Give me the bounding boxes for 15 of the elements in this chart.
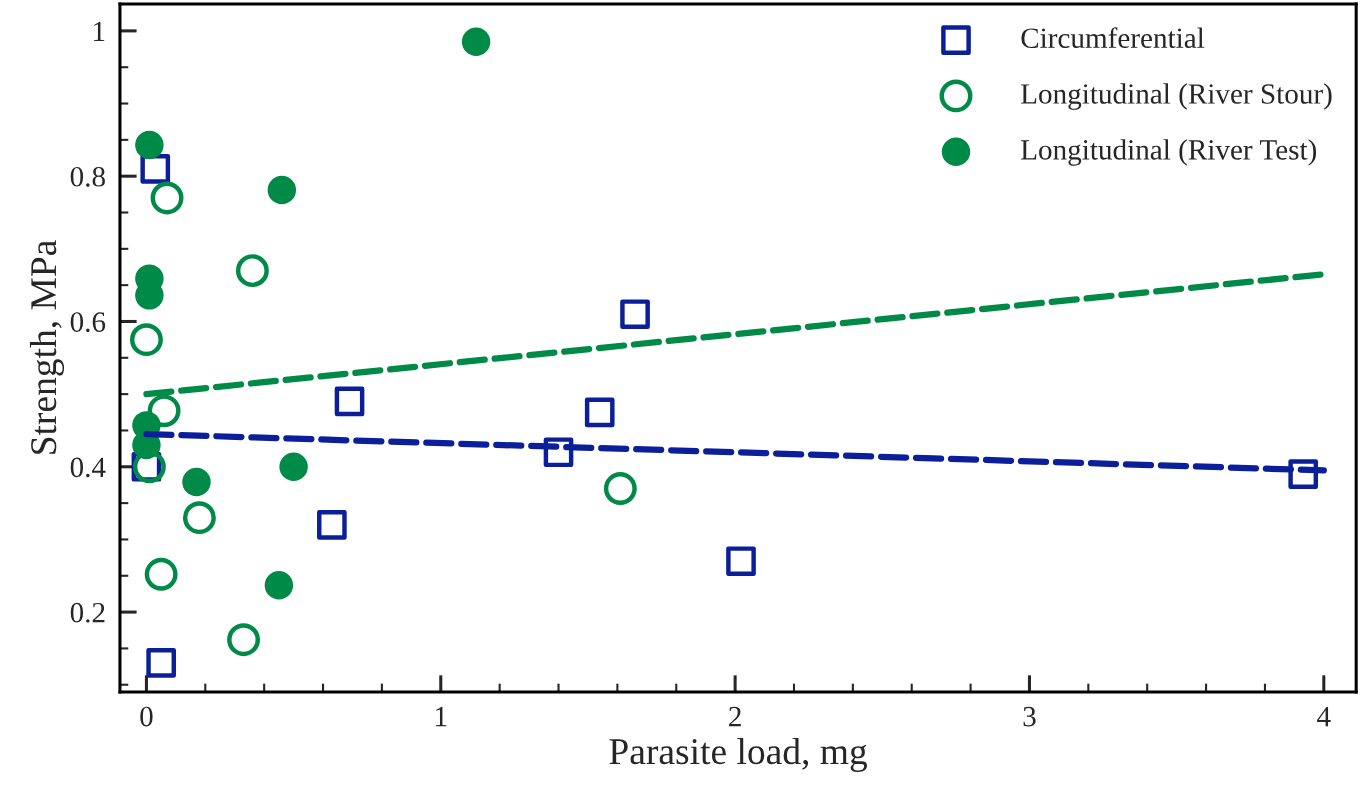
x-tick-label: 2 bbox=[729, 706, 741, 727]
y-tick-label: 0.2 bbox=[70, 602, 105, 623]
y-axis-title: Strength, MPa bbox=[29, 240, 65, 454]
legend-label: Circumferential bbox=[1021, 27, 1205, 49]
x-tick-label: 1 bbox=[436, 706, 447, 727]
y-tick-label: 1 bbox=[94, 21, 105, 41]
x-tick-label: 4 bbox=[1317, 706, 1331, 727]
x-axis-title: Parasite load, mg bbox=[609, 737, 867, 773]
legend-label: Longitudinal (River Stour) bbox=[1021, 83, 1332, 110]
legend-label: Longitudinal (River Test) bbox=[1021, 139, 1317, 166]
x-tick-label: 3 bbox=[1023, 706, 1036, 727]
y-tick-label: 0.4 bbox=[70, 457, 106, 478]
y-tick-label: 0.6 bbox=[70, 312, 106, 333]
y-tick-label: 0.8 bbox=[70, 166, 105, 187]
x-tick-label: 0 bbox=[140, 706, 153, 727]
